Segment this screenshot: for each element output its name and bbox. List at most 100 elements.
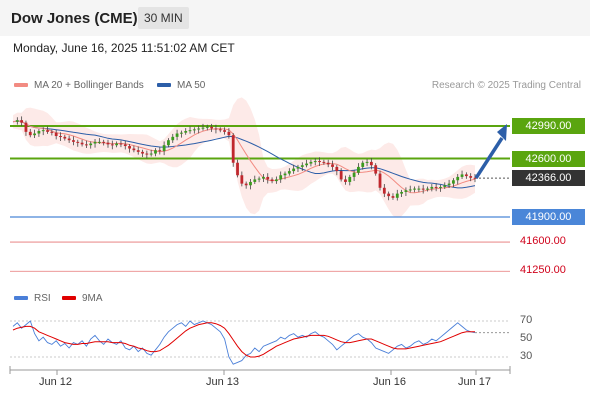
candle-body: [382, 187, 386, 194]
bollinger-band-area: [13, 97, 475, 218]
header-bar: Dow Jones (CME) 30 MIN: [0, 0, 590, 36]
candle-body: [162, 145, 166, 152]
candle-body: [309, 161, 313, 164]
candle-body: [421, 188, 425, 190]
candle-body: [253, 179, 257, 182]
candle-body: [456, 176, 460, 181]
candle-body: [128, 146, 131, 149]
candle-body: [417, 188, 421, 190]
candle-body: [443, 185, 447, 187]
legend-ma20: MA 20 + Bollinger Bands: [14, 80, 144, 91]
rsi-legend: RSI: [14, 293, 51, 304]
candle-body: [227, 131, 231, 136]
candle-body: [15, 120, 19, 122]
ma20-swatch-icon: [14, 83, 28, 88]
arrow-head: [497, 124, 507, 141]
candle-body: [374, 165, 378, 174]
candle-body: [464, 174, 468, 177]
candle-body: [158, 150, 162, 152]
candle-body: [357, 166, 360, 173]
candle-body: [37, 131, 41, 134]
interval-button[interactable]: 30 MIN: [138, 7, 189, 29]
candle-body: [300, 165, 304, 167]
candle-body: [469, 176, 473, 178]
candle-body: [179, 132, 183, 134]
candle-body: [192, 129, 196, 131]
candle-body: [41, 130, 45, 132]
candle-body: [426, 188, 429, 190]
price-label-5: 41250.00: [520, 264, 566, 277]
ma50-swatch-icon: [157, 83, 171, 88]
legend-ma50-label: MA 50: [177, 80, 206, 91]
instrument-title: Dow Jones (CME): [11, 10, 138, 27]
candle-body: [344, 179, 347, 182]
rsi-ma-swatch-icon: [62, 296, 76, 301]
candle-body: [240, 175, 244, 184]
ma50-line: [12, 120, 476, 189]
rsi-panel: [10, 320, 510, 365]
candle-body: [50, 131, 54, 133]
candle-body: [391, 196, 395, 198]
candle-body: [244, 183, 248, 186]
candle-body: [24, 122, 28, 132]
candle-body: [80, 142, 84, 145]
candles: [15, 116, 477, 201]
candle-body: [331, 164, 334, 167]
candle-body: [93, 141, 97, 144]
candle-body: [223, 130, 226, 132]
candle-body: [352, 172, 356, 177]
candle-body: [378, 173, 382, 188]
price-tag-0: 42990.00: [512, 118, 585, 134]
candle-body: [154, 150, 157, 154]
candle-body: [262, 176, 265, 179]
bollinger-bands: [13, 97, 475, 218]
candle-body: [20, 120, 24, 123]
price-tag-2: 42366.00: [512, 170, 585, 187]
candle-body: [28, 131, 32, 136]
candle-body: [110, 144, 114, 146]
candle-body: [141, 151, 144, 154]
copyright: Research © 2025 Trading Central: [431, 80, 581, 91]
candle-body: [76, 141, 80, 143]
candle-body: [404, 190, 408, 192]
candle-body: [283, 173, 287, 176]
rsi-ma-legend-label: 9MA: [82, 293, 103, 304]
candle-body: [447, 183, 451, 186]
x-label-0: Jun 12: [39, 376, 73, 388]
candle-body: [188, 130, 192, 132]
candle-body: [305, 163, 309, 166]
candle-body: [136, 150, 140, 152]
candle-body: [214, 128, 218, 130]
rsi-tick-1: 50: [520, 332, 533, 344]
candle-body: [46, 130, 49, 132]
candle-body: [171, 136, 175, 141]
candle-body: [452, 180, 455, 184]
time-axis: [9, 366, 511, 375]
rsi-ma-legend: 9MA: [62, 293, 103, 304]
candle-body: [184, 131, 188, 133]
candle-body: [63, 136, 67, 139]
x-label-2: Jun 16: [373, 376, 407, 388]
candle-body: [97, 141, 101, 143]
candle-body: [115, 143, 119, 146]
level-lines: [10, 125, 510, 272]
candle-body: [387, 193, 391, 197]
candle-body: [361, 162, 365, 167]
candle-body: [249, 181, 252, 186]
price-label-4: 41600.00: [520, 235, 566, 248]
candle-body: [430, 186, 434, 189]
candle-body: [218, 129, 222, 131]
legend-ma50: MA 50: [157, 80, 205, 91]
candle-body: [400, 191, 403, 194]
candle-body: [335, 166, 339, 172]
candle-body: [292, 168, 296, 172]
rsi-tick-2: 30: [520, 350, 533, 362]
rsi-tick-0: 70: [520, 314, 533, 326]
candle-body: [296, 166, 300, 169]
candle-body: [106, 142, 110, 145]
candle-body: [434, 186, 438, 188]
candle-body: [54, 132, 58, 137]
candle-body: [473, 177, 477, 179]
forecast-arrow-icon: [474, 124, 507, 180]
